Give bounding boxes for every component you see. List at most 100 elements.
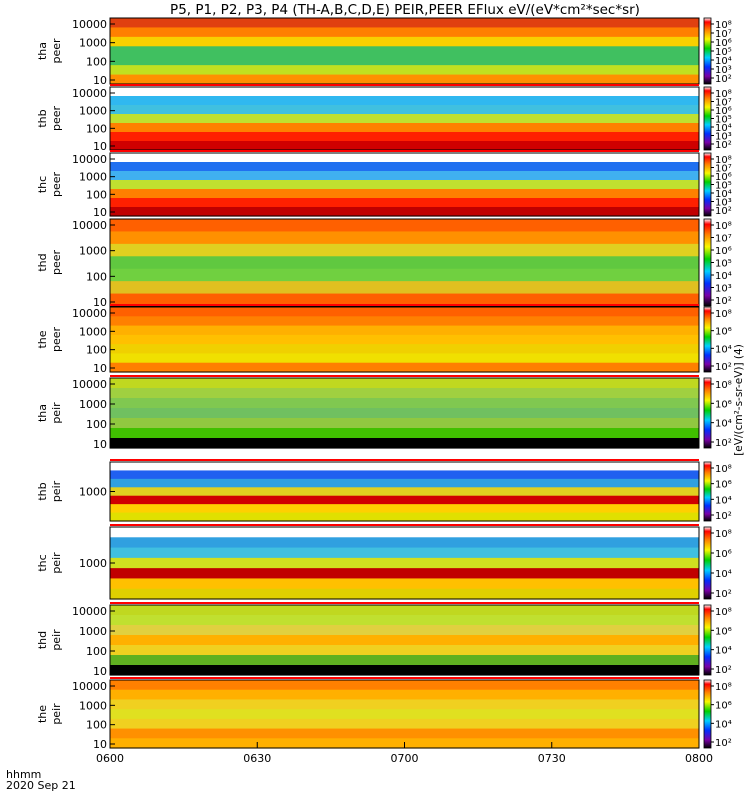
status-bar	[110, 304, 699, 306]
x-tick-label: 0800	[685, 752, 713, 765]
colorbar-tick-label: 10³	[715, 65, 732, 76]
colorbar-tick-label: 10⁸	[715, 89, 732, 100]
spectrogram-band	[110, 645, 699, 656]
status-bar	[110, 150, 699, 152]
spectrogram-band	[110, 293, 699, 307]
y-axis-probe-label: thb	[36, 109, 49, 127]
spectrogram-band	[110, 46, 699, 57]
y-axis-probe-label: thd	[36, 253, 49, 271]
y-axis-species-label: peer	[50, 172, 63, 198]
y-axis-species-label: peir	[50, 703, 63, 725]
colorbar-tick-label: 10⁵	[715, 47, 732, 58]
y-axis-probe-label: tha	[36, 42, 49, 60]
panel-thc-peer: 10 100 1000 10000 thc peer 10⁸10⁷10⁶10⁵10⁴10³1…	[36, 150, 732, 219]
status-bar	[110, 84, 699, 86]
colorbar	[703, 17, 712, 85]
colorbar-tick-label: 10⁵	[715, 115, 732, 126]
spectrogram-band	[110, 96, 699, 106]
y-tick-label: 1000	[79, 398, 107, 411]
y-tick-label: 1000	[79, 625, 107, 638]
panel-frame	[109, 306, 700, 373]
colorbar-tick-label: 10⁴	[715, 271, 732, 282]
colorbar	[703, 377, 712, 449]
panel-thb-peer: 10 100 1000 10000 thb peer 10⁸10⁷10⁶10⁵10⁴10³1…	[36, 84, 732, 153]
spectrogram-band	[110, 198, 699, 208]
spectrogram-band	[110, 87, 699, 97]
x-tick-label: 0630	[243, 752, 272, 765]
y-axis-species-label: peir	[50, 552, 63, 574]
y-axis-species-label: peer	[50, 250, 63, 276]
colorbar-tick-label: 10⁶	[715, 106, 732, 117]
y-tick-label: 100	[86, 719, 107, 732]
colorbar-tick-label: 10⁴	[715, 719, 732, 730]
colorbar-tick-label: 10⁸	[715, 20, 732, 31]
figure-title: P5, P1, P2, P3, P4 (TH-A,B,C,D,E) PEIR,P…	[170, 2, 640, 18]
y-tick-label: 1000	[79, 171, 107, 184]
spectrogram-band	[110, 527, 699, 538]
spectrogram-band	[110, 207, 699, 217]
spectrogram-band	[110, 665, 699, 676]
y-tick-label: 10	[93, 74, 107, 87]
y-axis-species-label: peir	[50, 629, 63, 651]
spectrogram-band	[110, 547, 699, 559]
colorbar-tick-label: 10⁶	[715, 549, 732, 560]
spectrogram-band	[110, 334, 699, 345]
y-tick-label: 100	[86, 418, 107, 431]
spectrogram-band	[110, 578, 699, 590]
y-tick-label: 10	[93, 665, 107, 678]
colorbar-tick-label: 10⁴	[715, 419, 732, 430]
y-tick-label: 100	[86, 122, 107, 135]
colorbar	[703, 152, 712, 217]
spectrogram-band	[110, 171, 699, 181]
spectrogram-band	[110, 398, 699, 409]
spectrogram-band	[110, 495, 699, 505]
colorbar-tick-label: 10²	[715, 206, 732, 217]
panel-frame	[109, 152, 700, 217]
y-tick-label: 100	[86, 344, 107, 357]
colorbar-tick-label: 10²	[715, 511, 732, 522]
colorbar-tick-label: 10⁸	[715, 309, 732, 320]
colorbar-tick-label: 10⁸	[715, 380, 732, 391]
spectrogram-band	[110, 219, 699, 233]
panel-frame	[109, 604, 700, 676]
status-bar	[110, 459, 699, 461]
spectrogram-band	[110, 428, 699, 439]
panel-tha-peir: 10 100 1000 10000 tha peir 10⁸ 10⁶ 10⁴ 10²	[36, 375, 732, 451]
spectrogram-band	[110, 418, 699, 429]
spectrogram-band	[110, 462, 699, 472]
colorbar-tick-label: 10⁴	[715, 569, 732, 580]
spectrogram-band	[110, 699, 699, 710]
spectrogram-band	[110, 153, 699, 163]
y-tick-label: 10	[93, 206, 107, 219]
spectrogram-band	[110, 189, 699, 199]
y-axis-probe-label: thb	[36, 482, 49, 500]
y-axis-probe-label: the	[36, 330, 49, 348]
y-tick-label: 100	[86, 188, 107, 201]
spectrogram-band	[110, 557, 699, 569]
colorbar-tick-label: 10⁵	[715, 181, 732, 192]
x-tick-label: 0700	[390, 752, 419, 765]
y-tick-label: 1000	[79, 699, 107, 712]
colorbar-tick-label: 10²	[715, 140, 732, 151]
spectrogram-band	[110, 605, 699, 616]
spectrogram-band	[110, 378, 699, 389]
panel-the-peer: 10 100 1000 10000 the peer 10⁸ 10⁶ 10⁴ 10²	[36, 304, 732, 375]
colorbar-tick-label: 10⁷	[715, 29, 732, 40]
y-tick-label: 10000	[72, 680, 107, 693]
spectrogram-band	[110, 408, 699, 419]
colorbar	[703, 679, 712, 749]
y-axis-probe-label: thc	[36, 176, 49, 193]
colorbar-tick-label: 10⁴	[715, 646, 732, 657]
spectrogram-band	[110, 307, 699, 317]
y-tick-label: 10	[93, 438, 107, 451]
spectrogram-band	[110, 180, 699, 190]
colorbar-tick-label: 10²	[715, 74, 732, 85]
spectrogram-band	[110, 728, 699, 739]
colorbar-tick-label: 10⁸	[715, 529, 732, 540]
colorbar-tick-label: 10⁵	[715, 259, 732, 270]
y-tick-label: 1000	[79, 105, 107, 118]
spectrogram-band	[110, 18, 699, 29]
y-tick-label: 10000	[72, 18, 107, 31]
spectrogram-band	[110, 256, 699, 270]
